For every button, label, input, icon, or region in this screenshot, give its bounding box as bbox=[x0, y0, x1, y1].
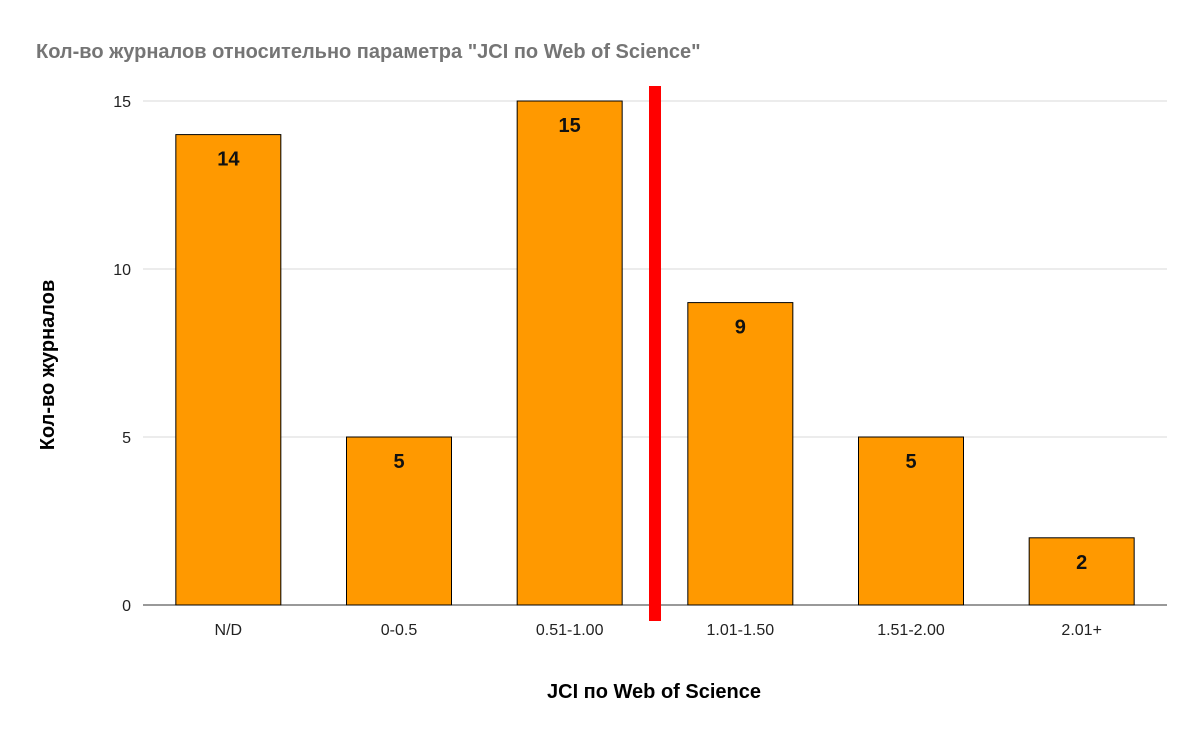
bar bbox=[858, 436, 964, 606]
y-tick-label: 15 bbox=[113, 94, 131, 111]
bar bbox=[175, 134, 282, 606]
bar bbox=[1028, 537, 1135, 606]
bar bbox=[346, 436, 452, 606]
data-label: 2 bbox=[1076, 552, 1087, 574]
y-tick-label: 10 bbox=[113, 262, 131, 279]
x-tick-label: 2.01+ bbox=[1061, 622, 1101, 639]
x-axis-title: JCI по Web of Science bbox=[547, 681, 761, 703]
x-tick-label: 1.51-2.00 bbox=[877, 622, 945, 639]
x-tick-label: N/D bbox=[215, 622, 243, 639]
x-tick-label: 0-0.5 bbox=[381, 622, 418, 639]
data-label: 15 bbox=[559, 115, 581, 137]
data-label: 5 bbox=[393, 451, 404, 473]
chart-title: Кол-во журналов относительно параметра "… bbox=[36, 41, 701, 63]
data-label: 9 bbox=[735, 317, 746, 339]
data-label: 5 bbox=[905, 451, 916, 473]
bars bbox=[175, 100, 1135, 606]
y-tick-label: 0 bbox=[122, 598, 131, 615]
y-axis-ticks: 0 5 10 15 bbox=[113, 94, 131, 615]
bar bbox=[687, 302, 794, 606]
y-tick-label: 5 bbox=[122, 430, 131, 447]
bar bbox=[516, 100, 623, 606]
data-label: 14 bbox=[217, 149, 240, 171]
x-tick-label: 1.01-1.50 bbox=[707, 622, 775, 639]
x-axis-ticks: N/D 0-0.5 0.51-1.00 1.01-1.50 1.51-2.00 2.01+ bbox=[215, 622, 1102, 639]
x-tick-label: 0.51-1.00 bbox=[536, 622, 604, 639]
data-labels: 14 5 15 9 5 2 bbox=[217, 115, 1087, 574]
y-axis-title: Кол-во журналов bbox=[37, 280, 59, 451]
